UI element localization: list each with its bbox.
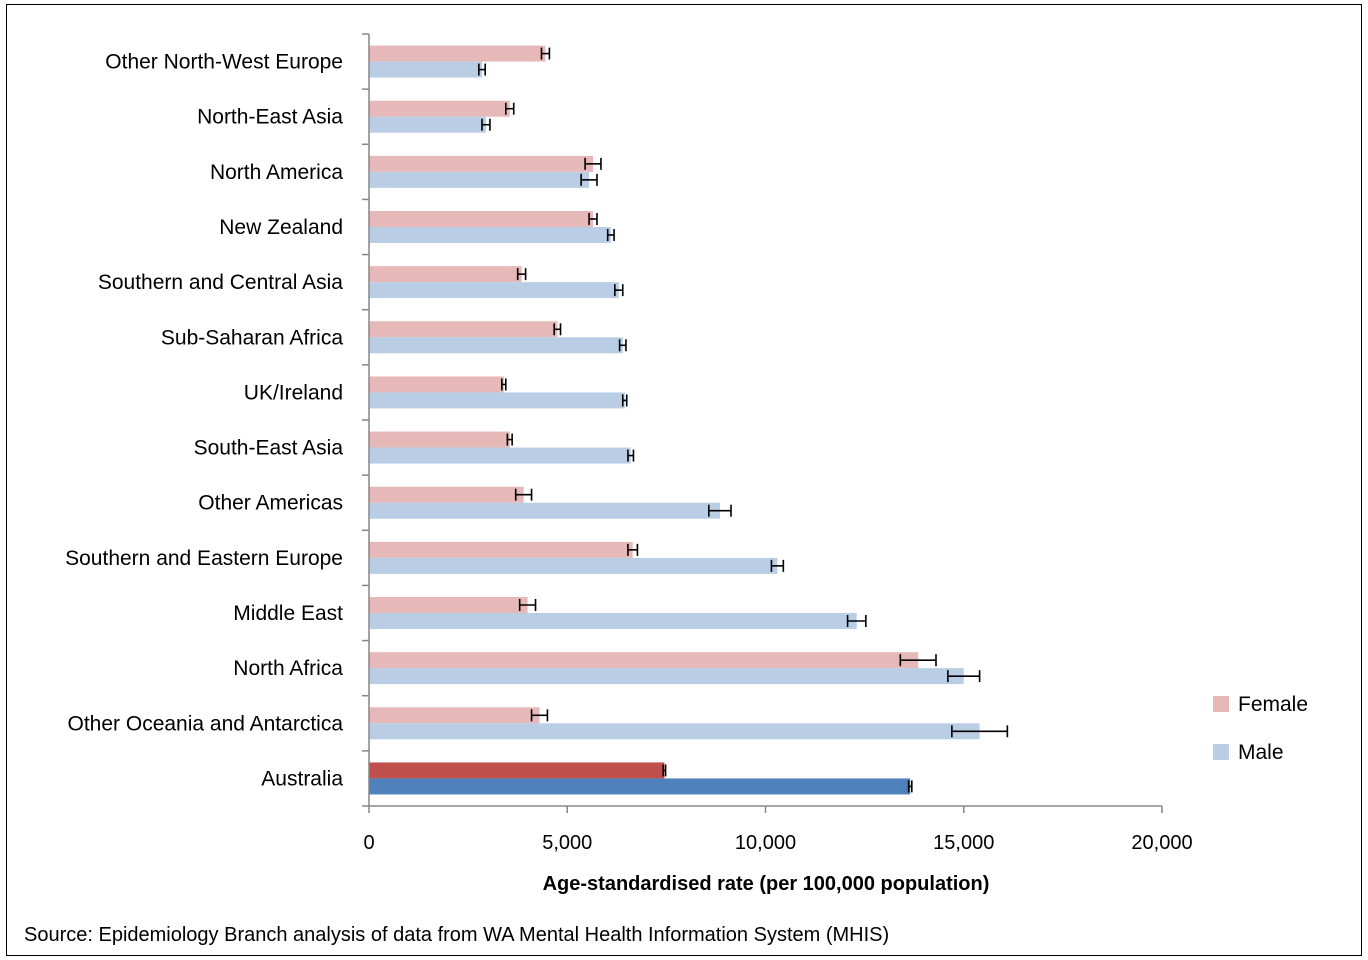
error-bar bbox=[907, 780, 913, 793]
error-bar bbox=[588, 213, 598, 225]
bar-male bbox=[369, 392, 625, 409]
labels-layer: Other North-West Europe North-East Asia No… bbox=[65, 51, 1192, 854]
error-bar bbox=[530, 709, 549, 722]
category-label: Southern and Central Asia bbox=[98, 271, 343, 294]
error-bar bbox=[506, 433, 513, 446]
bar-male bbox=[369, 61, 483, 78]
error-bars-layer bbox=[478, 47, 1009, 793]
bar-female bbox=[369, 652, 919, 669]
legend-swatch bbox=[1213, 696, 1229, 712]
bar-female bbox=[369, 597, 528, 613]
bar-male bbox=[369, 723, 980, 740]
bar-female bbox=[369, 541, 633, 558]
bar-male bbox=[369, 447, 631, 464]
category-label: Other Americas bbox=[198, 492, 343, 515]
category-label: North America bbox=[210, 161, 343, 184]
error-bar bbox=[662, 764, 667, 777]
bar-female bbox=[369, 211, 594, 227]
legend-label: Female bbox=[1238, 693, 1308, 716]
legend: Female Male bbox=[1213, 693, 1308, 764]
bar-male bbox=[369, 227, 611, 243]
category-label: Other North-West Europe bbox=[105, 51, 343, 74]
category-label: Sub-Saharan Africa bbox=[161, 326, 343, 349]
bar-male bbox=[369, 116, 486, 133]
x-tick-label: 20,000 bbox=[1131, 832, 1192, 854]
bar-female bbox=[369, 155, 594, 172]
error-bar bbox=[614, 284, 624, 297]
error-bar bbox=[618, 339, 627, 352]
error-bar bbox=[580, 173, 598, 186]
error-bar bbox=[708, 504, 732, 517]
x-tick-label: 5,000 bbox=[542, 832, 592, 854]
error-bar bbox=[606, 229, 615, 241]
axes-layer bbox=[362, 33, 1163, 813]
category-label: New Zealand bbox=[219, 216, 343, 239]
error-bar bbox=[516, 268, 527, 281]
bar-female bbox=[369, 762, 665, 779]
bar-male bbox=[369, 557, 778, 574]
category-label: Other Oceania and Antarctica bbox=[68, 712, 344, 735]
category-label: North Africa bbox=[233, 657, 343, 680]
bar-female bbox=[369, 266, 522, 283]
error-bar bbox=[504, 102, 515, 115]
error-bar bbox=[481, 118, 491, 131]
error-bar bbox=[518, 599, 537, 611]
error-bar bbox=[621, 394, 628, 407]
error-bar bbox=[540, 47, 551, 60]
bars-layer bbox=[369, 45, 980, 795]
chart-frame bbox=[6, 4, 1362, 956]
error-bar bbox=[770, 559, 785, 572]
legend-item-female: Female bbox=[1213, 693, 1308, 716]
bar-female bbox=[369, 431, 510, 448]
error-bar bbox=[478, 63, 486, 76]
error-bar bbox=[899, 654, 937, 667]
error-bar bbox=[584, 157, 602, 170]
error-bar bbox=[947, 670, 981, 683]
category-label: UK/Ireland bbox=[244, 381, 343, 404]
bar-male bbox=[369, 502, 720, 519]
category-label: Australia bbox=[261, 767, 343, 790]
category-label: North-East Asia bbox=[197, 106, 343, 129]
bar-male bbox=[369, 282, 619, 299]
error-bar bbox=[501, 378, 507, 391]
category-label: Southern and Eastern Europe bbox=[65, 547, 343, 570]
x-tick-label: 0 bbox=[363, 832, 374, 854]
bar-male bbox=[369, 613, 857, 629]
error-bar bbox=[951, 725, 1009, 738]
error-bar bbox=[627, 449, 635, 462]
category-label: South-East Asia bbox=[194, 437, 344, 460]
bar-female bbox=[369, 486, 524, 503]
legend-item-male: Male bbox=[1213, 741, 1284, 764]
error-bar bbox=[514, 488, 533, 501]
bar-male bbox=[369, 337, 623, 354]
bar-female bbox=[369, 100, 510, 117]
error-bar bbox=[846, 615, 867, 627]
legend-swatch bbox=[1213, 744, 1229, 760]
source-note: Source: Epidemiology Branch analysis of … bbox=[24, 924, 890, 946]
x-axis-title: Age-standardised rate (per 100,000 popul… bbox=[543, 873, 990, 895]
bar-female bbox=[369, 376, 504, 393]
bar-male bbox=[369, 778, 911, 795]
bar-female bbox=[369, 45, 546, 62]
legend-label: Male bbox=[1238, 741, 1284, 764]
error-bar bbox=[553, 323, 562, 336]
bar-male bbox=[369, 171, 590, 188]
bar-female bbox=[369, 707, 540, 724]
category-label: Middle East bbox=[233, 602, 343, 625]
x-tick-label: 15,000 bbox=[933, 832, 994, 854]
bar-female bbox=[369, 321, 558, 338]
bar-male bbox=[369, 668, 964, 685]
x-tick-label: 10,000 bbox=[735, 832, 796, 854]
error-bar bbox=[627, 543, 639, 556]
